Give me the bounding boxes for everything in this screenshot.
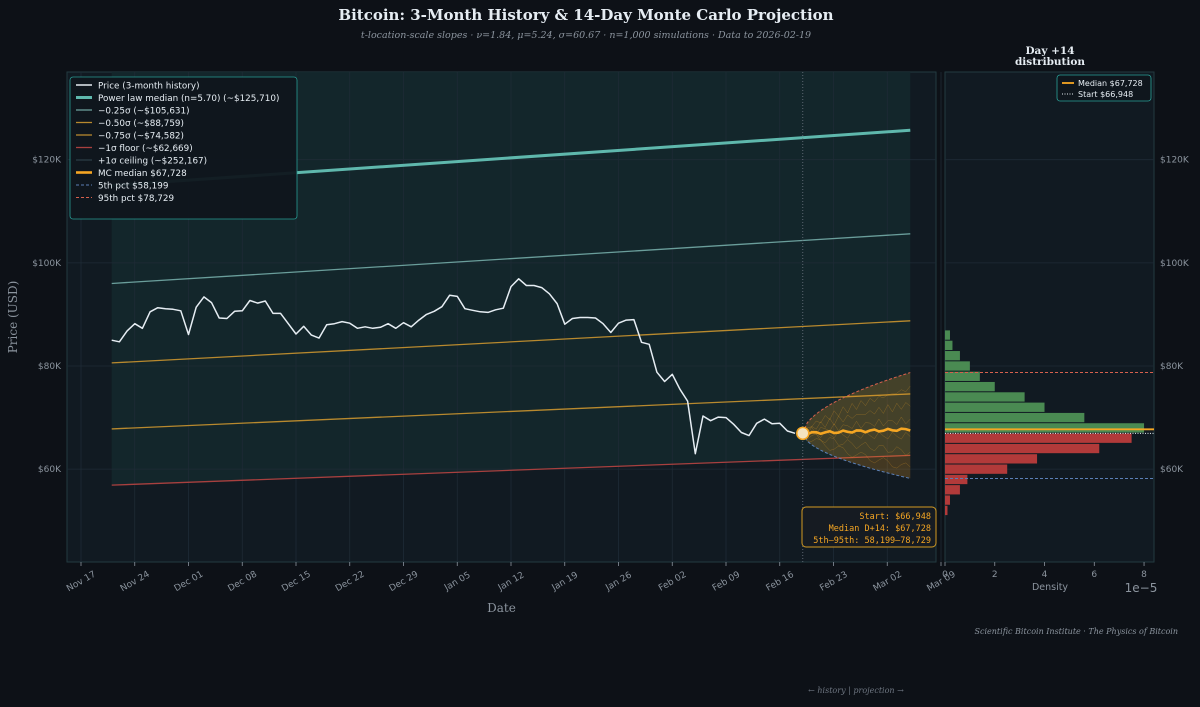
hist-y-tick-label: $100K — [1160, 259, 1190, 269]
histogram-bar — [945, 351, 960, 361]
chart-title: Bitcoin: 3-Month History & 14-Day Monte … — [338, 6, 833, 24]
hist-y-tick-label: $120K — [1160, 156, 1190, 166]
annotation-median: Median D+14: $67,728 — [829, 524, 931, 534]
credit-text: Scientific Bitcoin Institute · The Physi… — [975, 627, 1178, 636]
annotation-start: Start: $66,948 — [859, 512, 931, 522]
mc-simulation-trace — [802, 433, 911, 456]
mc-median-line — [802, 427, 911, 436]
legend-entry-floor: −1σ floor (~$62,669) — [98, 144, 193, 154]
histogram-bar — [945, 474, 968, 485]
legend-entry-sigma_025: −0.25σ (~$105,631) — [98, 107, 190, 117]
hist-panel-background — [944, 71, 1155, 563]
history-projection-note: ← history | projection → — [808, 686, 904, 695]
hist-title-line: Day +14 — [1025, 45, 1074, 57]
legend-entry-sigma_050: −0.50σ (~$88,759) — [98, 119, 184, 129]
hist-y-tick-label: $60K — [1160, 465, 1184, 475]
hist-x-axis-label: Density — [1032, 582, 1068, 593]
histogram-bar — [945, 361, 970, 371]
annotation-box — [801, 506, 937, 548]
legend-entry-p5: 5th pct $58,199 — [98, 182, 168, 192]
legend-entry-power_law: Power law median (n=5.70) (~$125,710) — [98, 94, 279, 104]
floor-line — [111, 454, 911, 486]
histogram-bar — [945, 495, 950, 505]
sigma-025-line — [111, 233, 911, 285]
hist-x-scale-label: 1e−5 — [1125, 581, 1158, 595]
sigma-075-line — [111, 393, 911, 430]
histogram-bar — [945, 412, 1085, 423]
mc-simulation-trace — [802, 402, 911, 434]
main-legend-box — [69, 76, 298, 220]
price-history-line — [111, 278, 796, 455]
legend-entry-p95: 95th pct $78,729 — [98, 194, 174, 204]
histogram-bar — [945, 485, 960, 495]
mc-simulation-trace — [802, 385, 911, 434]
legend-entry-ceiling: +1σ ceiling (~$252,167) — [98, 157, 207, 167]
histogram-bar — [945, 402, 1045, 412]
mc-simulation-trace — [802, 433, 911, 469]
mc-simulation-trace — [802, 416, 911, 435]
y-tick-label: $100K — [32, 259, 62, 269]
legend-entry-price: Price (3-month history) — [98, 82, 200, 92]
hist-x-tick-label: 2 — [992, 570, 998, 580]
y-tick-label: $60K — [38, 465, 62, 475]
histogram-bar — [945, 381, 995, 392]
sigma-050-line — [111, 320, 911, 364]
histogram-bar — [945, 464, 1008, 474]
start-point-marker — [796, 426, 810, 441]
hist-legend-entry-median: Median $67,728 — [1078, 79, 1143, 88]
chart-subtitle: t-location-scale slopes · ν=1.84, μ=5.24… — [361, 30, 811, 41]
histogram-bar — [945, 443, 1100, 454]
hist-legend-entry-start: Start $66,948 — [1078, 90, 1133, 99]
hist-x-tick-label: 6 — [1091, 570, 1097, 580]
hist-x-tick-label: 4 — [1042, 570, 1048, 580]
y-axis-label: Price (USD) — [6, 281, 20, 354]
histogram-bar — [945, 454, 1038, 464]
hist-x-tick-label: 8 — [1141, 570, 1147, 580]
histogram-bar — [945, 505, 948, 516]
hist-y-tick-label: $80K — [1160, 362, 1184, 372]
y-tick-label: $80K — [38, 362, 62, 372]
hist-legend-box — [1056, 74, 1152, 102]
y-tick-label: $120K — [32, 156, 62, 166]
legend-entry-sigma_075: −0.75σ (~$74,582) — [98, 132, 184, 142]
hist-title-line: distribution — [1015, 56, 1085, 68]
mc-simulation-trace — [802, 429, 911, 440]
legend-entry-mc_median: MC median $67,728 — [98, 169, 187, 179]
mc-p5-line — [802, 433, 911, 479]
histogram-bar — [945, 433, 1132, 443]
histogram-bar — [945, 340, 953, 351]
histogram-bar — [945, 423, 1145, 433]
annotation-range: 5th–95th: 58,199–78,729 — [813, 536, 931, 546]
hist-x-tick-label: 0 — [942, 570, 948, 580]
histogram-bar — [945, 330, 950, 340]
x-axis-label: Date — [487, 601, 516, 615]
mc-fan-area — [802, 372, 911, 479]
mc-p95-line — [802, 372, 911, 434]
histogram-bar — [945, 392, 1025, 402]
histogram-bar — [945, 371, 980, 381]
